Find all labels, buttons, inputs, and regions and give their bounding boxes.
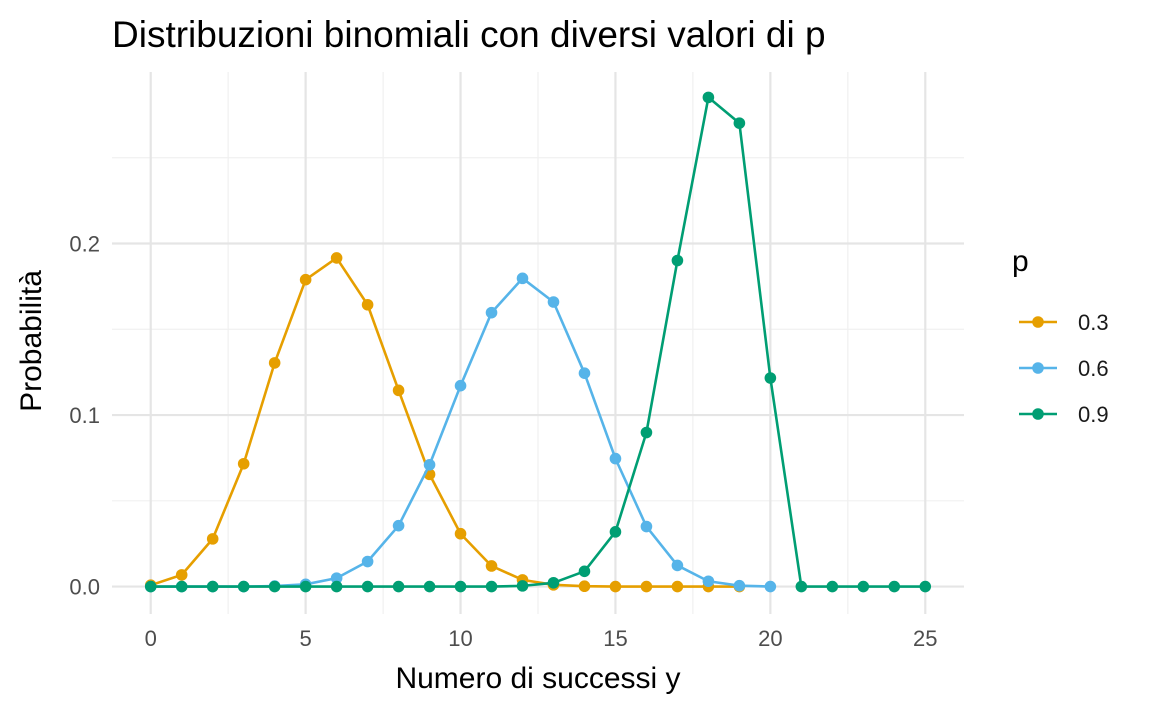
legend-item: 0.9 bbox=[1019, 402, 1109, 427]
data-point bbox=[516, 272, 529, 285]
legend-marker bbox=[1032, 316, 1044, 328]
legend-item: 0.3 bbox=[1019, 310, 1109, 335]
legend-label: 0.3 bbox=[1078, 310, 1109, 335]
data-point bbox=[454, 527, 467, 540]
data-point bbox=[702, 91, 715, 104]
data-point bbox=[392, 519, 405, 532]
grid bbox=[112, 72, 964, 614]
data-point bbox=[733, 579, 746, 592]
data-point bbox=[330, 572, 343, 584]
series-0.9 bbox=[144, 91, 932, 593]
data-point bbox=[299, 580, 312, 593]
data-point bbox=[609, 452, 622, 465]
data-point bbox=[485, 306, 498, 319]
data-point bbox=[826, 580, 839, 593]
data-point bbox=[702, 575, 715, 588]
x-axis-title: Numero di successi y bbox=[395, 662, 680, 695]
y-tick-label: 0.1 bbox=[69, 403, 100, 428]
data-point bbox=[640, 426, 653, 439]
data-point bbox=[671, 254, 684, 267]
data-point bbox=[547, 296, 560, 308]
data-point bbox=[640, 520, 653, 533]
x-tick-label: 25 bbox=[913, 626, 937, 651]
data-point bbox=[237, 580, 250, 593]
x-axis-ticks: 0 5 10 15 20 25 bbox=[145, 626, 938, 651]
x-tick-label: 10 bbox=[448, 626, 472, 651]
data-point bbox=[671, 580, 684, 593]
chart-title: Distribuzioni binomiali con diversi valo… bbox=[112, 14, 826, 55]
data-point bbox=[330, 580, 343, 593]
data-point bbox=[237, 457, 250, 470]
y-tick-label: 0.2 bbox=[69, 232, 100, 257]
data-point bbox=[919, 580, 932, 593]
y-axis-ticks: 0.0 0.1 0.2 bbox=[69, 232, 100, 600]
legend-item: 0.6 bbox=[1019, 356, 1109, 381]
legend-title: p bbox=[1012, 245, 1029, 278]
data-point bbox=[485, 580, 498, 593]
data-point bbox=[516, 580, 529, 592]
data-point bbox=[175, 580, 188, 593]
data-point bbox=[454, 580, 467, 593]
data-point bbox=[268, 357, 281, 369]
data-point bbox=[578, 565, 591, 578]
data-point bbox=[392, 580, 405, 593]
legend-marker bbox=[1032, 362, 1044, 374]
legend-label: 0.6 bbox=[1078, 356, 1109, 381]
series-layer bbox=[144, 91, 932, 593]
data-point bbox=[392, 384, 405, 397]
legend: p 0.3 0.6 0.9 bbox=[1012, 245, 1109, 427]
y-axis-title: Probabilità bbox=[15, 270, 48, 412]
data-point bbox=[764, 372, 777, 384]
data-point bbox=[175, 569, 188, 581]
data-point bbox=[423, 580, 436, 593]
data-point bbox=[361, 298, 374, 311]
data-point bbox=[609, 526, 622, 538]
data-point bbox=[547, 576, 560, 589]
data-point bbox=[485, 560, 498, 572]
x-tick-label: 15 bbox=[603, 626, 627, 651]
x-tick-label: 20 bbox=[758, 626, 782, 651]
data-point bbox=[144, 580, 157, 593]
legend-marker bbox=[1032, 408, 1044, 420]
data-point bbox=[640, 580, 653, 593]
data-point bbox=[423, 458, 436, 471]
y-tick-label: 0.0 bbox=[69, 575, 100, 600]
legend-label: 0.9 bbox=[1078, 402, 1109, 427]
data-point bbox=[299, 273, 312, 286]
data-point bbox=[578, 367, 591, 379]
data-point bbox=[454, 379, 467, 392]
data-point bbox=[795, 580, 808, 593]
data-point bbox=[361, 555, 374, 568]
data-point bbox=[733, 117, 746, 129]
data-point bbox=[361, 580, 374, 593]
x-tick-label: 5 bbox=[300, 626, 312, 651]
data-point bbox=[578, 580, 591, 593]
x-tick-label: 0 bbox=[145, 626, 157, 651]
data-point bbox=[268, 580, 281, 593]
data-point bbox=[857, 580, 870, 593]
data-point bbox=[206, 533, 219, 545]
data-point bbox=[671, 559, 684, 572]
data-point bbox=[609, 580, 622, 593]
data-point bbox=[206, 580, 219, 593]
data-point bbox=[888, 580, 901, 593]
data-point bbox=[330, 252, 343, 264]
data-point bbox=[764, 580, 777, 593]
